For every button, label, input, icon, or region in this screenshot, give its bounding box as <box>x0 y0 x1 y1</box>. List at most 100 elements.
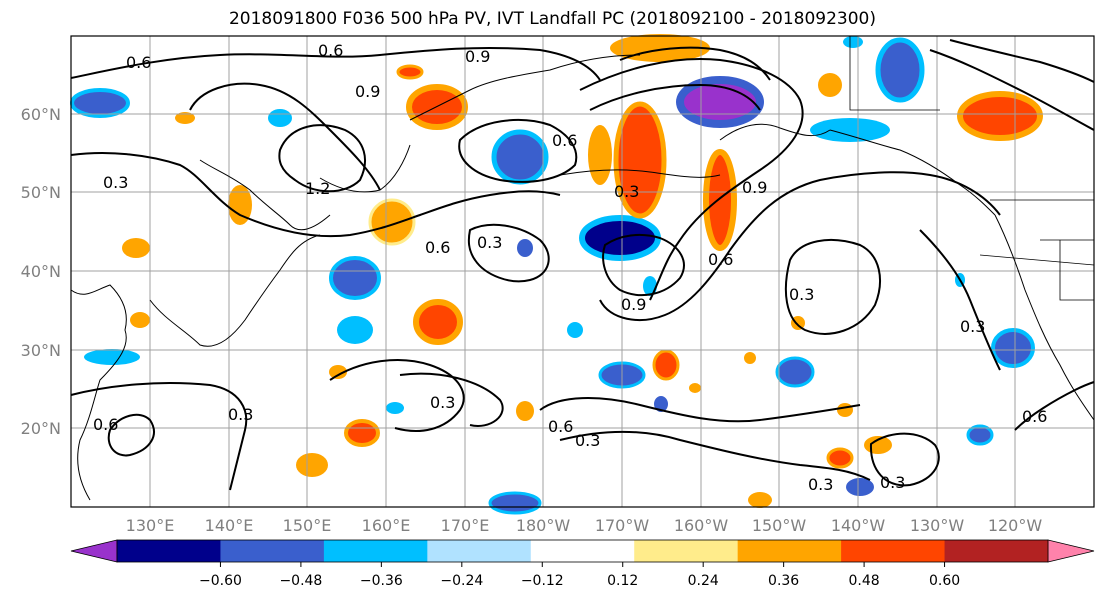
contour-label: 0.6 <box>93 415 118 434</box>
colorbar-tick-label: −0.48 <box>279 573 322 589</box>
colorbar-cell <box>944 540 1049 562</box>
ivt-contours <box>70 39 1095 491</box>
lat-label: 60°N <box>21 105 61 124</box>
neg-blob <box>676 76 764 128</box>
lon-label: 160°E <box>362 516 411 535</box>
neg-blob <box>991 328 1035 368</box>
contour-label: 0.9 <box>742 178 767 197</box>
neg-blob <box>517 239 533 257</box>
map-panel: 0.6 0.6 0.9 1.2 0.3 0.6 0.3 0.6 0.9 0.3 … <box>70 34 1095 515</box>
neg-blob <box>386 402 404 414</box>
contour-label: 0.3 <box>575 431 600 450</box>
colorbar-cell <box>634 540 739 562</box>
colorbar-tick-label: −0.60 <box>199 573 242 589</box>
contour-label: 0.6 <box>552 131 577 150</box>
contour-label: 0.6 <box>1022 407 1047 426</box>
colorbar-cell <box>530 540 635 562</box>
lat-label: 40°N <box>21 262 61 281</box>
pos-blob <box>748 492 772 508</box>
neg-blob <box>268 109 292 127</box>
contour-labels: 0.6 0.6 0.9 1.2 0.3 0.6 0.3 0.6 0.9 0.3 … <box>93 41 1047 494</box>
contour-label: 0.3 <box>960 317 985 336</box>
lat-label: 20°N <box>21 419 61 438</box>
colorbar-cell <box>737 540 842 562</box>
colorbar-cell <box>323 540 428 562</box>
neg-blob <box>846 478 874 496</box>
contour-label: 0.6 <box>126 53 151 72</box>
pos-blob <box>413 299 463 345</box>
contour-label: 0.3 <box>477 233 502 252</box>
pos-blob <box>744 352 756 364</box>
pos-blob <box>516 401 534 421</box>
neg-blob <box>491 129 549 185</box>
pos-blob <box>396 64 424 80</box>
neg-blob <box>810 118 890 142</box>
colorbar-tick-label: 0.12 <box>607 573 638 589</box>
colorbar-cell <box>841 540 946 562</box>
contour-label: 0.6 <box>708 250 733 269</box>
pos-blob <box>130 312 150 328</box>
lon-label: 130°E <box>126 516 175 535</box>
lat-label: 30°N <box>21 341 61 360</box>
contour-label: 0.3 <box>103 173 128 192</box>
contour-label: 0.3 <box>430 393 455 412</box>
pos-blob <box>175 112 195 124</box>
contour-label: 0.3 <box>880 473 905 492</box>
colorbar-tick-label: 0.24 <box>688 573 719 589</box>
pos-blob <box>228 185 252 225</box>
neg-blob <box>966 424 994 446</box>
colorbar-tick-label: −0.12 <box>521 573 564 589</box>
pos-blob <box>837 403 853 417</box>
neg-blob <box>329 256 381 300</box>
neg-blob <box>843 36 863 48</box>
pos-blob <box>122 238 150 258</box>
pos-blob <box>368 198 416 246</box>
colorbar-cell <box>427 540 532 562</box>
contour-label: 0.9 <box>465 47 490 66</box>
neg-blob <box>654 396 668 412</box>
pos-blob <box>689 383 701 393</box>
neg-blob <box>875 37 925 103</box>
pos-blob <box>588 125 612 185</box>
colorbar-cell <box>117 540 221 562</box>
contour-label: 0.6 <box>318 41 343 60</box>
longitude-labels: 130°E 140°E 150°E 160°E 170°E 180°W 170°… <box>126 516 1043 535</box>
neg-blob <box>567 322 583 338</box>
colorbar-tick-label: −0.36 <box>360 573 403 589</box>
pos-blob <box>703 149 737 251</box>
colorbar-cell <box>220 540 325 562</box>
graticule <box>71 36 1094 507</box>
pos-blob <box>296 453 328 477</box>
colorbar-tick-label: 0.48 <box>849 573 880 589</box>
lat-label: 50°N <box>21 183 61 202</box>
lon-label: 160°W <box>674 516 729 535</box>
neg-blob <box>84 349 140 365</box>
lon-label: 170°E <box>441 516 490 535</box>
pos-blob <box>826 447 854 469</box>
contour-label: 0.6 <box>548 417 573 436</box>
colorbar-extend-max <box>1047 539 1095 563</box>
neg-blob <box>337 316 373 344</box>
pos-blob <box>818 73 842 97</box>
lon-label: 140°E <box>205 516 254 535</box>
colorbar-tick-label: −0.24 <box>440 573 483 589</box>
colorbar-frame <box>116 539 1049 563</box>
lon-label: 170°W <box>595 516 650 535</box>
contour-label: 0.3 <box>614 182 639 201</box>
neg-blob <box>488 491 542 515</box>
contour-label: 0.3 <box>228 405 253 424</box>
pos-blob <box>957 91 1043 141</box>
pos-blob <box>344 419 380 447</box>
contour-label: 0.3 <box>789 285 814 304</box>
lon-label: 140°W <box>831 516 886 535</box>
latitude-labels: 60°N 50°N 40°N 30°N 20°N <box>21 105 61 438</box>
colorbar: −0.60 −0.48 −0.36 −0.24 −0.12 0.12 0.24 0.36 0.4… <box>70 539 1095 589</box>
lon-label: 150°E <box>283 516 332 535</box>
pos-blob <box>652 349 680 381</box>
colorbar-tick-label: 0.36 <box>768 573 799 589</box>
contour-label: 0.9 <box>355 82 380 101</box>
pos-blob <box>329 365 347 379</box>
map-title: 2018091800 F036 500 hPa PV, IVT Landfall… <box>228 9 876 29</box>
contour-label: 0.9 <box>621 295 646 314</box>
